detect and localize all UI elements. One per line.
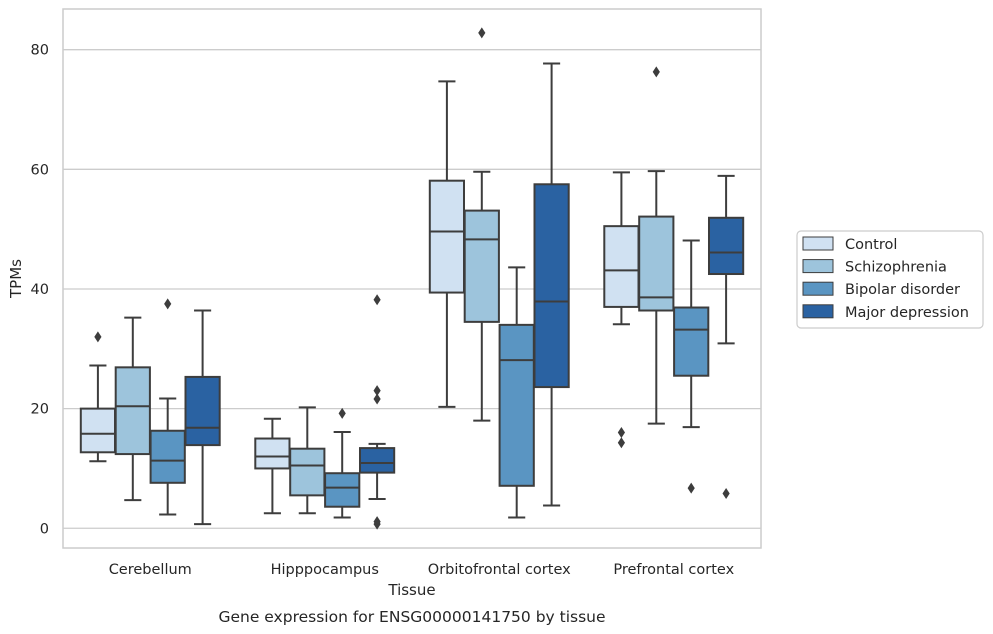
box-1-2: [324, 407, 361, 519]
legend-label: Major depression: [845, 305, 969, 321]
box-iqr: [324, 472, 361, 508]
box-iqr: [254, 437, 291, 470]
box-1-3: [358, 294, 396, 530]
legend-label: Schizophrenia: [845, 260, 947, 276]
plot-frame: [62, 8, 762, 549]
box-iqr: [289, 447, 326, 497]
box-3-2: [673, 239, 710, 494]
outlier-point: [652, 66, 660, 78]
box-iqr: [79, 407, 117, 454]
outlier-point: [373, 393, 381, 405]
grid-lines: [63, 49, 761, 529]
box-3-0: [603, 171, 640, 449]
legend-swatch: [802, 281, 834, 296]
legend-frame: [796, 230, 984, 329]
y-tick-label: 40: [31, 282, 49, 298]
box-iqr: [638, 215, 675, 312]
outlier-point: [722, 488, 730, 500]
box-0-3: [184, 309, 221, 526]
outlier-point: [478, 27, 486, 39]
box-0-1: [114, 316, 151, 502]
legend-swatch: [802, 236, 834, 251]
y-axis-label: TPMs: [7, 259, 25, 299]
legend: Control Schizophrenia Bipolar disorder Majo…: [796, 230, 984, 329]
y-tick-label: 0: [40, 521, 49, 537]
box-2-2: [498, 266, 535, 519]
outlier-point: [617, 427, 625, 439]
legend-label: Control: [845, 237, 897, 253]
box-iqr: [114, 366, 151, 456]
box-0-2: [149, 298, 186, 516]
box-2-1: [463, 27, 500, 422]
outlier-point: [687, 482, 695, 494]
outlier-point: [373, 385, 381, 397]
box-plot-series: [79, 27, 745, 530]
outlier-point: [164, 298, 172, 310]
box-iqr: [498, 323, 535, 487]
y-axis-ticks: 0 20 40 60 80: [31, 43, 49, 538]
legend-swatch: [802, 304, 834, 319]
box-iqr: [603, 225, 640, 308]
x-tick-label: Hipppocampus: [271, 562, 379, 578]
x-tick-label: Cerebellum: [109, 562, 192, 578]
outlier-point: [338, 407, 346, 419]
box-2-0: [428, 80, 466, 408]
outlier-point: [373, 518, 381, 530]
outlier-point: [617, 437, 625, 449]
box-iqr: [428, 179, 466, 294]
outlier-point: [94, 331, 102, 343]
box-iqr: [463, 209, 500, 323]
outlier-point: [373, 294, 381, 306]
y-tick-label: 60: [31, 162, 49, 178]
box-iqr: [149, 429, 186, 484]
box-iqr: [707, 216, 745, 276]
chart-caption: Gene expression for ENSG00000141750 by t…: [218, 608, 605, 626]
box-iqr: [184, 375, 221, 447]
y-tick-label: 80: [31, 43, 49, 59]
box-1-0: [254, 417, 291, 515]
box-iqr: [358, 447, 396, 474]
box-iqr: [533, 183, 570, 389]
box-1-1: [289, 406, 326, 515]
x-axis-label: Tissue: [387, 581, 435, 599]
y-tick-label: 20: [31, 402, 49, 418]
x-axis-ticks: Cerebellum Hipppocampus Orbitofrontal cort…: [109, 562, 735, 578]
box-0-0: [79, 331, 117, 463]
legend-label: Bipolar disorder: [845, 282, 960, 298]
box-2-3: [533, 62, 570, 507]
box-iqr: [673, 306, 710, 377]
box-3-3: [707, 174, 745, 500]
legend-swatch: [802, 259, 834, 274]
x-tick-label: Prefrontal cortex: [613, 562, 734, 578]
x-tick-label: Orbitofrontal cortex: [428, 562, 571, 578]
box-3-1: [638, 66, 675, 425]
